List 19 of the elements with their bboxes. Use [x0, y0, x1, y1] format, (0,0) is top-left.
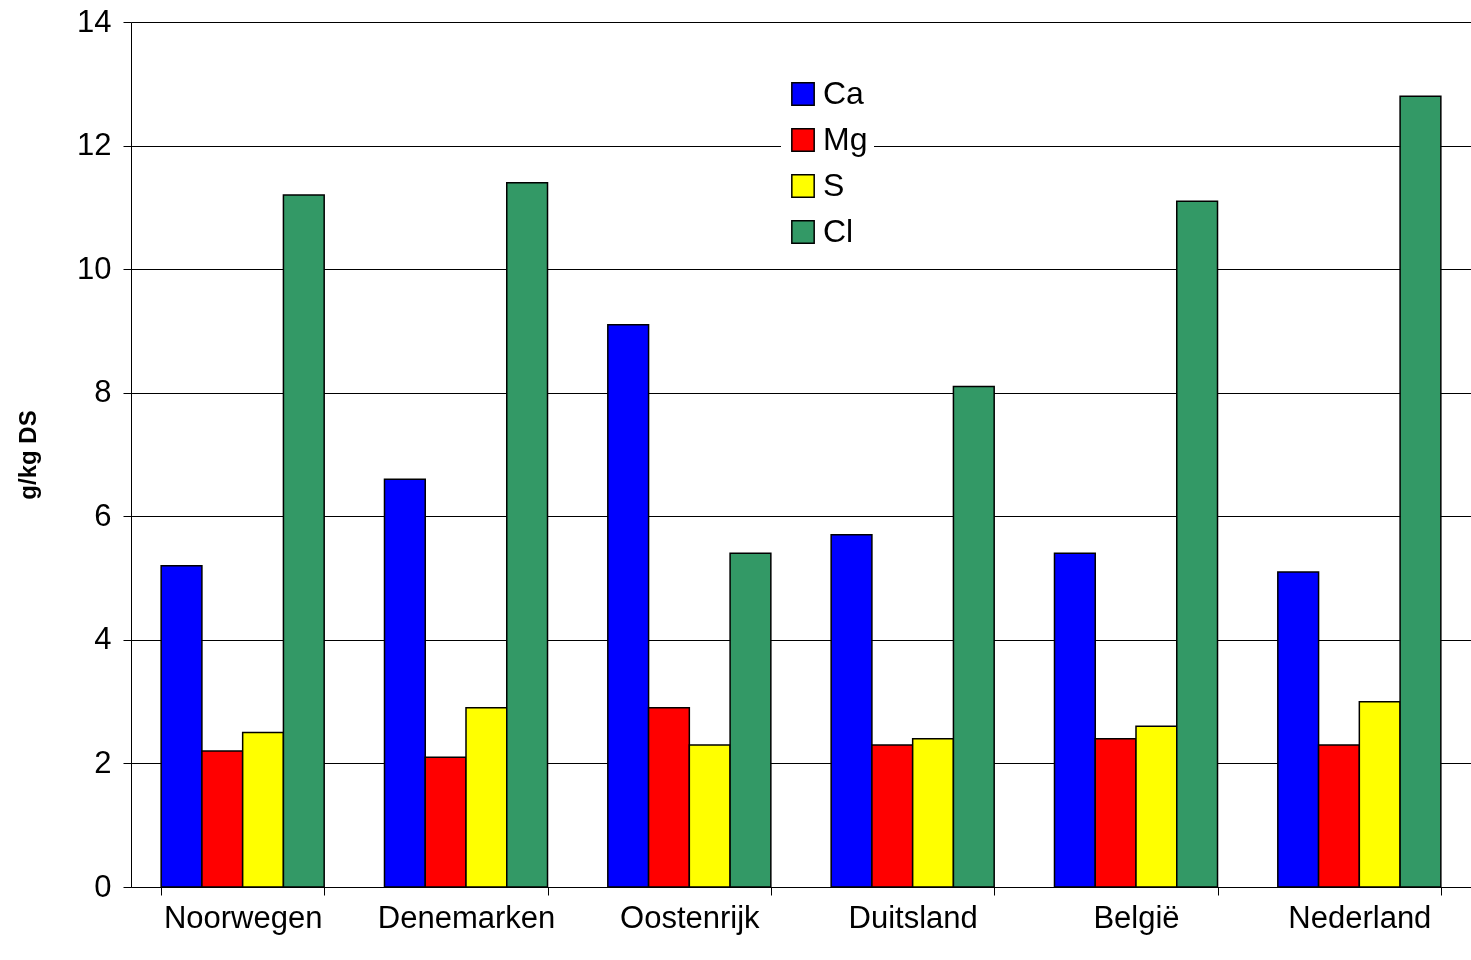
x-tick-label: Noorwegen — [163, 899, 323, 935]
x-tick-label: België — [1093, 899, 1180, 935]
y-tick-label: 0 — [94, 868, 112, 904]
y-tick-label: 14 — [77, 3, 112, 39]
x-tick-label: Denemarken — [377, 899, 556, 935]
y-tick-label: 12 — [77, 127, 112, 163]
y-axis-title: g/kg DS — [14, 410, 42, 500]
y-tick-label: 6 — [94, 497, 112, 533]
x-tick-label: Duitsland — [848, 899, 978, 935]
legend-label: S — [823, 167, 845, 203]
legend-label: Cl — [823, 213, 854, 249]
x-tick-label: Nederland — [1288, 899, 1432, 935]
legend-label: Ca — [823, 75, 865, 111]
y-tick-label: 2 — [94, 744, 112, 780]
y-tick-label: 10 — [77, 250, 112, 286]
x-tick-label: Oostenrijk — [620, 899, 761, 935]
legend-label: Mg — [823, 121, 868, 157]
y-tick-label: 4 — [94, 621, 112, 657]
y-tick-label: 8 — [94, 374, 112, 410]
